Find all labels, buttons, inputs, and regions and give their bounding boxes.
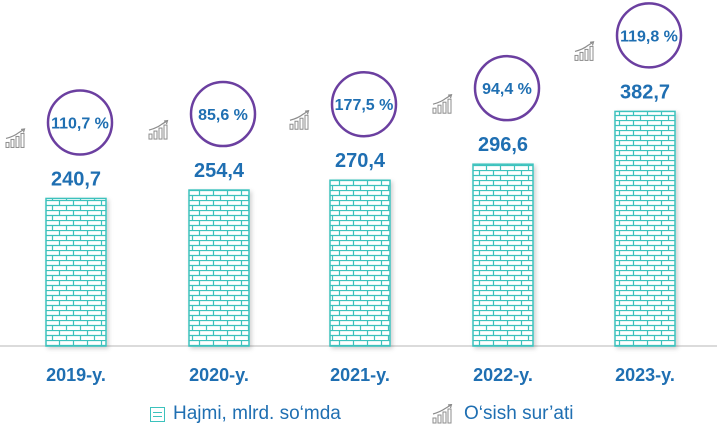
x-tick-label: 2023-y. bbox=[615, 365, 675, 385]
growth-circle bbox=[615, 2, 683, 69]
growth-rate-label: 94,4 % bbox=[482, 81, 532, 98]
growth-rate-label: 177,5 % bbox=[335, 97, 394, 114]
growth-icon bbox=[5, 128, 26, 148]
growth-markers: 110,7 % 85,6 % 177,5 % 94,4 % 119,8 % bbox=[5, 2, 683, 156]
growth-icon bbox=[289, 110, 310, 130]
value-labels: 240,7 254,4 270,4 296,6 382,7 bbox=[51, 81, 670, 190]
growth-rate-label: 119,8 % bbox=[620, 28, 678, 45]
bar-series bbox=[45, 110, 676, 347]
growth-icon bbox=[148, 119, 169, 140]
x-tick-label: 2021-y. bbox=[330, 365, 390, 385]
bar-value-label: 254,4 bbox=[194, 160, 245, 182]
bar-value-label: 382,7 bbox=[620, 81, 670, 103]
x-tick-label: 2022-y. bbox=[473, 365, 533, 385]
brick-pattern-swatch bbox=[150, 406, 165, 422]
bar-value-label: 240,7 bbox=[51, 168, 101, 190]
bar-value-label: 296,6 bbox=[478, 134, 528, 156]
growth-bars-icon bbox=[432, 404, 453, 424]
legend-item-growth: O‘sish sur’ati bbox=[432, 401, 573, 427]
growth-rate-label: 85,6 % bbox=[198, 107, 248, 124]
growth-circle bbox=[46, 89, 114, 156]
x-tick-label: 2020-y. bbox=[189, 365, 249, 385]
growth-circle bbox=[189, 80, 257, 148]
x-tick-label: 2019-y. bbox=[46, 365, 106, 385]
growth-circle bbox=[330, 70, 398, 138]
growth-circle bbox=[473, 54, 541, 122]
legend-label-growth: O‘sish sur’ati bbox=[464, 403, 574, 424]
bar bbox=[45, 197, 107, 347]
growth-rate-label: 110,7 % bbox=[51, 115, 109, 132]
bar bbox=[614, 110, 676, 347]
legend-label-volume: Hajmi, mlrd. so‘mda bbox=[173, 403, 341, 424]
bar bbox=[472, 163, 534, 347]
growth-icon bbox=[574, 41, 595, 61]
bar bbox=[329, 179, 391, 347]
legend-item-volume: Hajmi, mlrd. so‘mda bbox=[150, 401, 341, 427]
bar-value-label: 270,4 bbox=[335, 150, 386, 172]
x-tick-labels: 2019-y. 2020-y. 2021-y. 2022-y. 2023-y. bbox=[46, 365, 675, 385]
growth-icon bbox=[432, 93, 453, 114]
bar bbox=[188, 189, 250, 347]
